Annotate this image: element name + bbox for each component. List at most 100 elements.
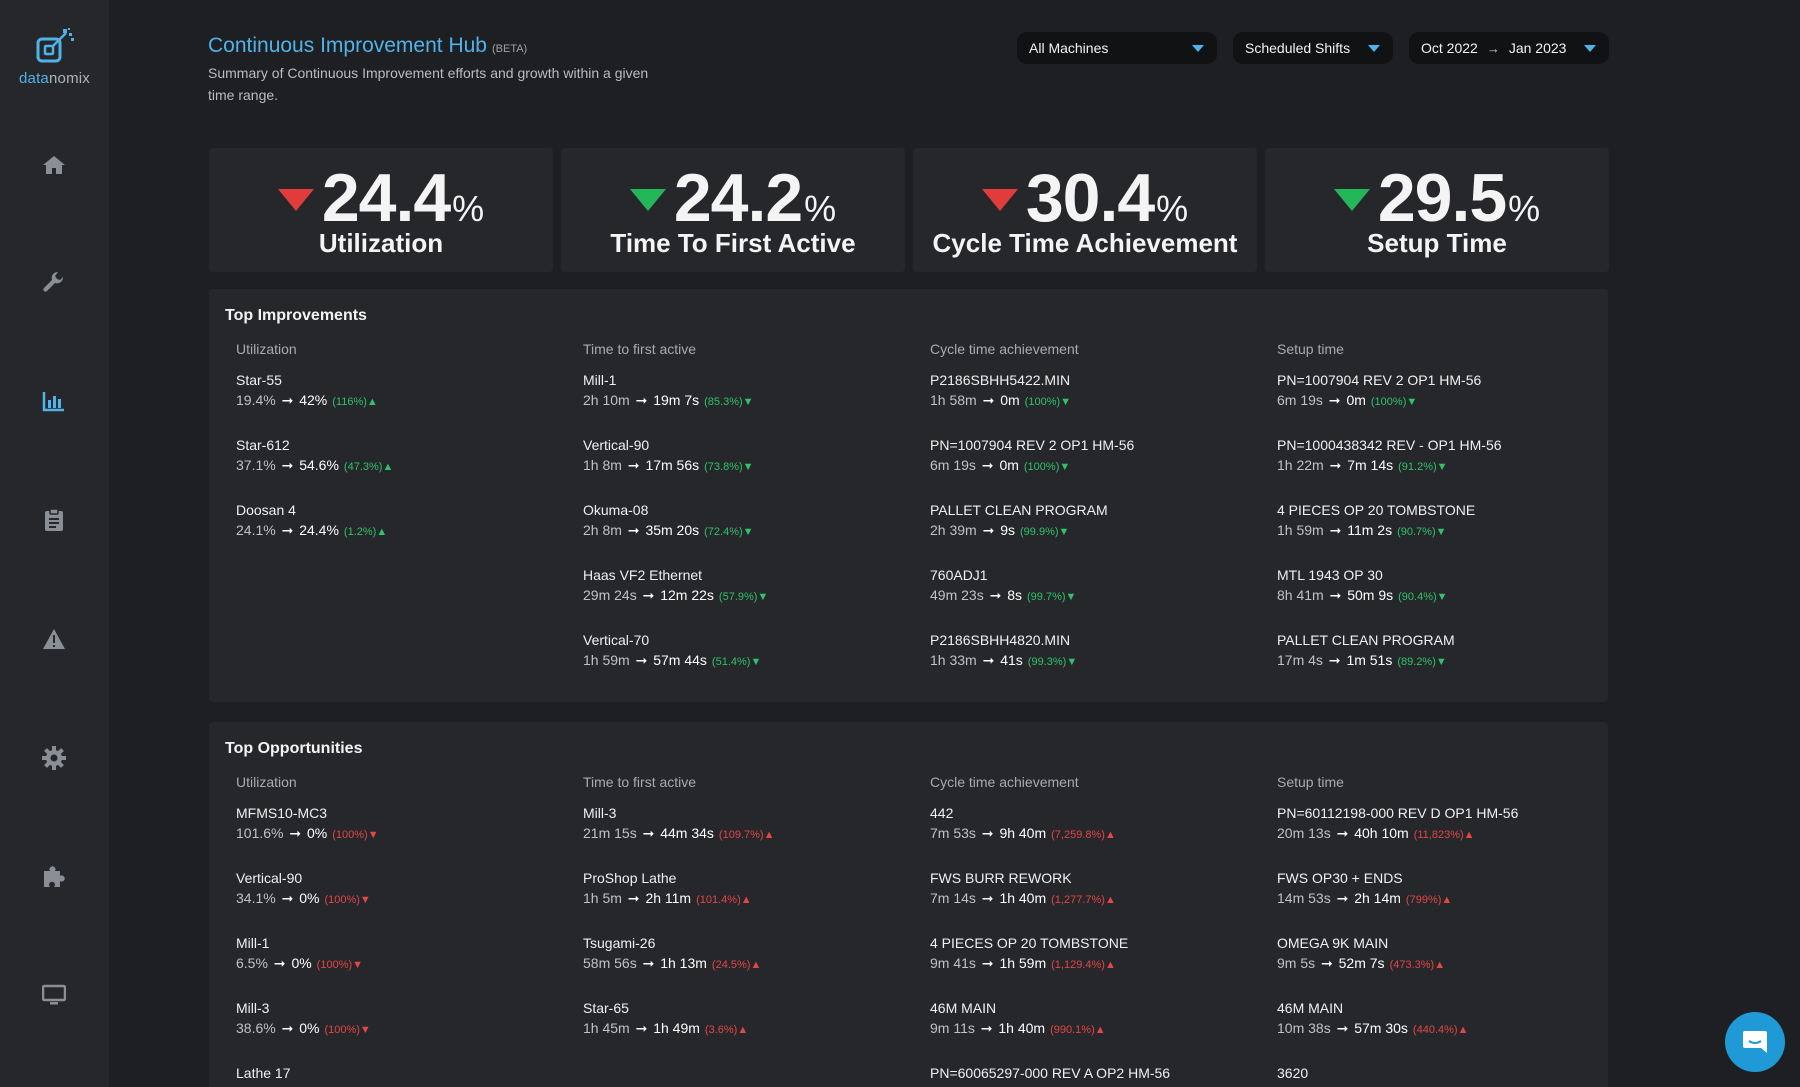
list-item[interactable]: Tsugami-26 58m 56s ➞ 1h 13m (24.5%)▲ [583, 934, 913, 999]
list-item[interactable]: P2186SBHH5422.MIN 1h 58m ➞ 0m (100%)▼ [930, 371, 1260, 436]
item-change: 6m 19s ➞ 0m (100%)▼ [1277, 389, 1607, 413]
kpi-unit: % [1508, 188, 1541, 229]
panel-title: Top Opportunities [225, 740, 363, 757]
list-item[interactable]: FWS BURR REWORK 7m 14s ➞ 1h 40m (1,277.7%)… [930, 869, 1260, 934]
list-item[interactable]: Vertical-90 1h 8m ➞ 17m 56s (73.8%)▼ [583, 436, 913, 501]
value-from: 8h 41m [1277, 587, 1324, 603]
list-item[interactable]: PN=60065297-000 REV A OP2 HM-56 [930, 1064, 1260, 1087]
value-from: 38.6% [236, 1020, 276, 1036]
list-item[interactable]: Mill-1 6.5% ➞ 0% (100%)▼ [236, 934, 566, 999]
list-item[interactable]: PALLET CLEAN PROGRAM 2h 39m ➞ 9s (99.9%)▼ [930, 501, 1260, 566]
item-name: Lathe 17 [236, 1065, 291, 1081]
shift-select[interactable]: Scheduled Shifts [1233, 32, 1393, 64]
top-improvements-panel: Top Improvements Utilization Star-55 19.4%… [209, 289, 1608, 702]
percent-change: (85.3%)▼ [704, 396, 754, 408]
caret-up-icon: ▲ [740, 894, 752, 906]
arrow-right-icon: ➞ [638, 587, 659, 603]
clipboard-icon[interactable] [39, 505, 69, 535]
item-name: Mill-1 [583, 372, 617, 388]
arrow-right-icon: ➞ [1324, 392, 1345, 408]
date-from: Oct 2022 [1421, 40, 1478, 56]
value-from: 34.1% [236, 890, 276, 906]
item-name: MFMS10-MC3 [236, 805, 328, 821]
value-from: 17m 4s [1277, 652, 1323, 668]
arrow-right-icon: ➞ [1317, 955, 1337, 971]
caret-up-icon: ▲ [1457, 1024, 1469, 1036]
list-item[interactable]: MFMS10-MC3 101.6% ➞ 0% (100%)▼ [236, 804, 566, 869]
value-from: 58m 56s [583, 955, 637, 971]
value-to: 44m 34s [660, 825, 714, 841]
item-change: 14m 53s ➞ 2h 14m (799%)▲ [1277, 887, 1607, 911]
list-item[interactable]: Okuma-08 2h 8m ➞ 35m 20s (72.4%)▼ [583, 501, 913, 566]
wrench-icon[interactable] [39, 268, 69, 298]
percent-change: (51.4%)▼ [711, 656, 762, 668]
item-name: FWS OP30 + ENDS [1277, 870, 1403, 886]
list-item[interactable]: Mill-3 21m 15s ➞ 44m 34s (109.7%)▲ [583, 804, 913, 869]
chat-button[interactable] [1725, 1012, 1785, 1072]
item-name: FWS BURR REWORK [930, 870, 1072, 886]
list-item[interactable]: 46M MAIN 10m 38s ➞ 57m 30s (440.4%)▲ [1277, 999, 1607, 1064]
list-item[interactable]: Star-65 1h 45m ➞ 1h 49m (3.6%)▲ [583, 999, 913, 1064]
caret-up-icon: ▲ [1441, 894, 1453, 906]
monitor-icon[interactable] [39, 980, 69, 1010]
list-item[interactable]: PN=1000438342 REV - OP1 HM-56 1h 22m ➞ 7m… [1277, 436, 1607, 501]
percent-change: (72.4%)▼ [704, 526, 754, 538]
list-item[interactable]: PALLET CLEAN PROGRAM 17m 4s ➞ 1m 51s (89.2… [1277, 631, 1607, 696]
list-item[interactable]: Mill-1 2h 10m ➞ 19m 7s (85.3%)▼ [583, 371, 913, 436]
kpi-value: 30.4 [1025, 160, 1155, 236]
brand-logo[interactable]: datanomix [0, 28, 109, 87]
arrow-right-icon: ➞ [285, 825, 305, 841]
list-item[interactable]: FWS OP30 + ENDS 14m 53s ➞ 2h 14m (799%)▲ [1277, 869, 1607, 934]
arrow-right-icon: ➞ [985, 587, 1006, 603]
arrow-right-icon: ➞ [977, 955, 998, 971]
value-to: 42% [299, 392, 328, 408]
column-header: Setup time [1277, 341, 1344, 357]
date-range-picker[interactable]: Oct 2022 → Jan 2023 [1409, 32, 1609, 64]
puzzle-icon[interactable] [39, 862, 69, 892]
list-item[interactable]: Star-612 37.1% ➞ 54.6% (47.3%)▲ [236, 436, 566, 501]
list-item[interactable]: Vertical-70 1h 59m ➞ 57m 44s (51.4%)▼ [583, 631, 913, 696]
machine-select[interactable]: All Machines [1017, 32, 1217, 64]
item-name: Doosan 4 [236, 502, 296, 518]
list-item[interactable]: MTL 1943 OP 30 8h 41m ➞ 50m 9s (90.4%)▼ [1277, 566, 1607, 631]
list-item[interactable]: Haas VF2 Ethernet 29m 24s ➞ 12m 22s (57.9%… [583, 566, 913, 631]
column-header: Time to first active [583, 341, 697, 357]
trend-down-icon [629, 189, 666, 211]
list-item[interactable]: Mill-3 38.6% ➞ 0% (100%)▼ [236, 999, 566, 1064]
chart-icon[interactable] [39, 386, 69, 416]
list-item[interactable]: Doosan 4 24.1% ➞ 24.4% (1.2%)▲ [236, 501, 566, 566]
list-item[interactable]: 4 PIECES OP 20 TOMBSTONE 9m 41s ➞ 1h 59m (… [930, 934, 1260, 999]
list-item[interactable]: P2186SBHH4820.MIN 1h 33m ➞ 41s (99.3%)▼ [930, 631, 1260, 696]
list-item[interactable]: Vertical-90 34.1% ➞ 0% (100%)▼ [236, 869, 566, 934]
list-item[interactable]: Lathe 17 [236, 1064, 566, 1087]
value-to: 0% [307, 825, 328, 841]
list-item[interactable]: Star-55 19.4% ➞ 42% (116%)▲ [236, 371, 566, 436]
list-item[interactable]: 46M MAIN 9m 11s ➞ 1h 40m (990.1%)▲ [930, 999, 1260, 1064]
column-header: Time to first active [583, 774, 697, 790]
chevron-down-icon [1192, 45, 1204, 52]
caret-down-icon: ▼ [750, 656, 762, 668]
percent-change: (440.4%)▲ [1412, 1024, 1469, 1036]
trend-down-icon [1333, 189, 1370, 211]
list-item[interactable]: 760ADJ1 49m 23s ➞ 8s (99.7%)▼ [930, 566, 1260, 631]
list-item[interactable]: PN=60112198-000 REV D OP1 HM-56 20m 13s ➞… [1277, 804, 1607, 869]
list-item[interactable]: 3620 [1277, 1064, 1607, 1087]
value-to: 57m 44s [653, 652, 707, 668]
item-name: 760ADJ1 [930, 567, 988, 583]
list-item[interactable]: OMEGA 9K MAIN 9m 5s ➞ 52m 7s (473.3%)▲ [1277, 934, 1607, 999]
list-item[interactable]: PN=1007904 REV 2 OP1 HM-56 6m 19s ➞ 0m (10… [930, 436, 1260, 501]
percent-change: (89.2%)▼ [1397, 656, 1447, 668]
alert-icon[interactable] [39, 624, 69, 654]
item-name: 46M MAIN [1277, 1000, 1344, 1016]
value-to: 0m [1000, 392, 1020, 408]
value-from: 2h 8m [583, 522, 622, 538]
item-name: OMEGA 9K MAIN [1277, 935, 1389, 951]
list-item[interactable]: ProShop Lathe 1h 5m ➞ 2h 11m (101.4%)▲ [583, 869, 913, 934]
gear-icon[interactable] [39, 743, 69, 773]
caret-down-icon: ▼ [757, 591, 769, 603]
list-item[interactable]: 442 7m 53s ➞ 9h 40m (7,259.8%)▲ [930, 804, 1260, 869]
home-icon[interactable] [39, 150, 69, 180]
list-item[interactable]: PN=1007904 REV 2 OP1 HM-56 6m 19s ➞ 0m (10… [1277, 371, 1607, 436]
value-to: 52m 7s [1338, 955, 1385, 971]
list-item[interactable]: 4 PIECES OP 20 TOMBSTONE 1h 59m ➞ 11m 2s (… [1277, 501, 1607, 566]
